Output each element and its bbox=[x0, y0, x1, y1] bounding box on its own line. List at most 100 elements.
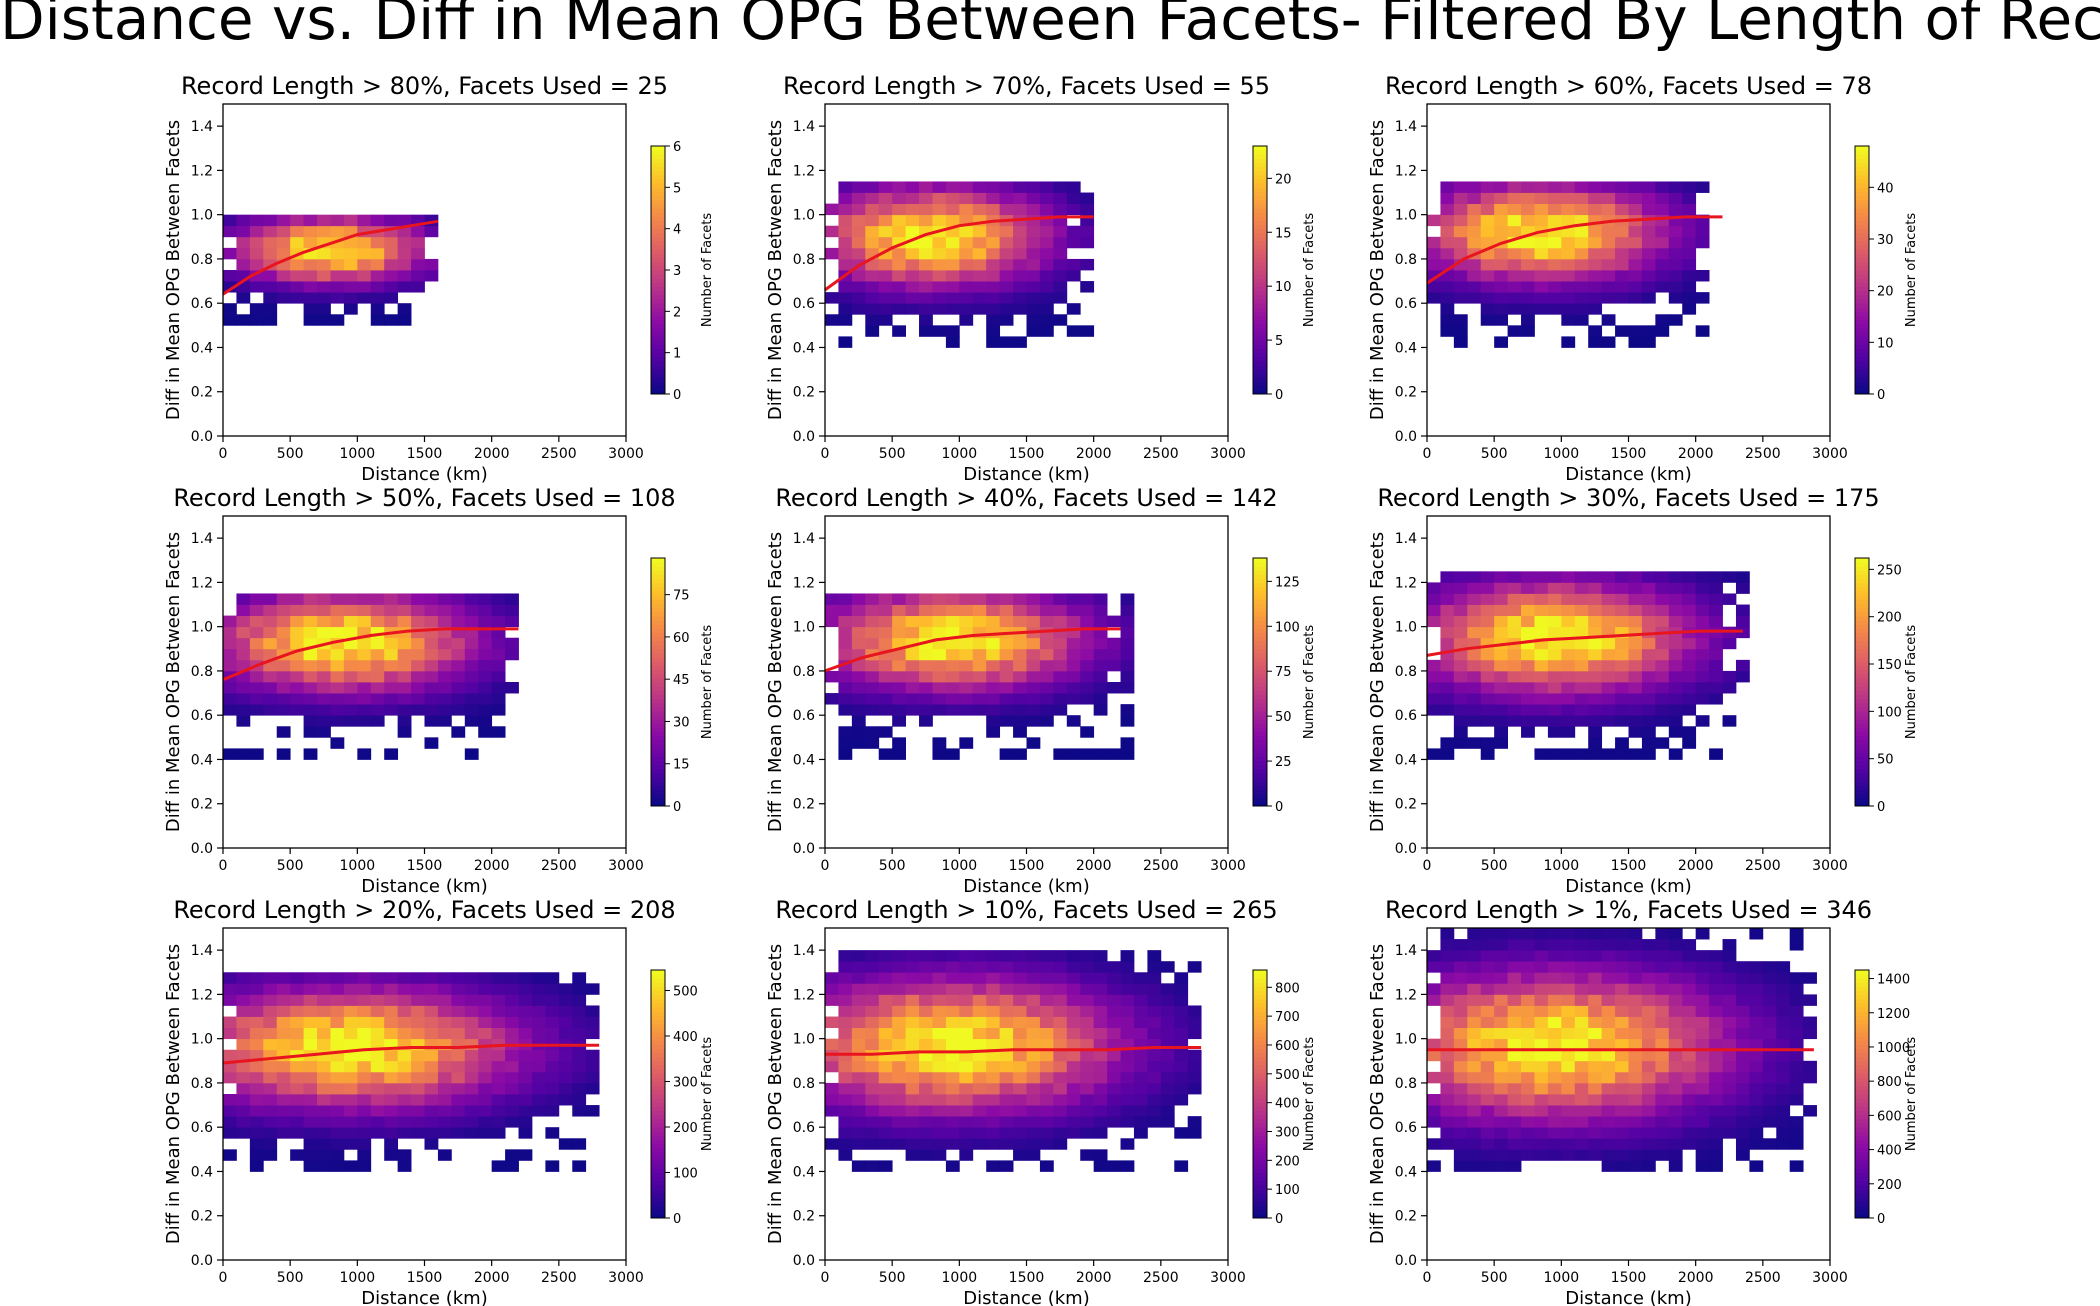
heatmap-cell bbox=[397, 682, 412, 694]
heatmap-cell bbox=[1053, 637, 1068, 650]
heatmap-cell bbox=[1695, 1027, 1710, 1040]
heatmap-cell bbox=[1628, 258, 1643, 271]
heatmap-cell bbox=[437, 693, 452, 705]
heatmap-cell bbox=[1534, 270, 1549, 282]
heatmap-cell bbox=[370, 258, 385, 271]
heatmap-cell bbox=[1601, 1149, 1616, 1161]
heatmap-cell bbox=[249, 214, 264, 227]
colorbar-segment bbox=[1253, 278, 1267, 283]
heatmap-cell bbox=[317, 292, 331, 304]
heatmap-cell bbox=[1534, 203, 1549, 216]
heatmap-cell bbox=[1521, 314, 1535, 326]
heatmap-cell bbox=[1668, 1071, 1683, 1084]
heatmap-cell bbox=[249, 682, 264, 694]
heatmap-cell bbox=[986, 303, 1001, 315]
heatmap-cell bbox=[945, 615, 960, 628]
heatmap-cell bbox=[411, 1116, 425, 1128]
heatmap-cell bbox=[397, 593, 412, 605]
heatmap-cell bbox=[1039, 1027, 1054, 1040]
heatmap-cell bbox=[1615, 1160, 1629, 1172]
heatmap-cell bbox=[838, 258, 853, 271]
colorbar-label: Number of Facets bbox=[1904, 1037, 1919, 1152]
heatmap-cell bbox=[1615, 1149, 1629, 1161]
heatmap-cell bbox=[1709, 1160, 1723, 1172]
heatmap-cell bbox=[303, 1094, 318, 1106]
heatmap-cell bbox=[1641, 181, 1656, 193]
heatmap-cell bbox=[370, 1127, 385, 1139]
colorbar-segment bbox=[651, 702, 665, 708]
heatmap-cell bbox=[223, 1027, 237, 1040]
heatmap-cell bbox=[1628, 1060, 1643, 1073]
heatmap-cell bbox=[1440, 325, 1455, 337]
heatmap-cell bbox=[397, 1038, 412, 1051]
heatmap-cell bbox=[865, 325, 880, 337]
heatmap-cell bbox=[1427, 292, 1441, 304]
colorbar-segment bbox=[651, 307, 665, 312]
heatmap-cell bbox=[1695, 214, 1710, 227]
heatmap-cell bbox=[1039, 314, 1054, 326]
heatmap-cell bbox=[464, 1049, 479, 1062]
heatmap-cell bbox=[1467, 236, 1482, 249]
colorbar-segment bbox=[651, 801, 665, 807]
heatmap-cell bbox=[317, 270, 331, 282]
heatmap-cell bbox=[290, 659, 304, 672]
heatmap-cell bbox=[1615, 748, 1629, 760]
heatmap-cell bbox=[290, 983, 304, 995]
heatmap-cell bbox=[1641, 1149, 1656, 1161]
heatmap-cell bbox=[986, 1116, 1001, 1128]
heatmap-cell bbox=[1601, 1038, 1616, 1051]
colorbar-tick-label: 2 bbox=[673, 305, 681, 320]
colorbar-segment bbox=[1253, 994, 1267, 1000]
colorbar-segment bbox=[651, 154, 665, 159]
heatmap-cell bbox=[1440, 604, 1455, 616]
colorbar-segment bbox=[651, 319, 665, 325]
heatmap-cell bbox=[1547, 1071, 1562, 1084]
heatmap-cell bbox=[986, 314, 1001, 326]
heatmap-cell bbox=[1588, 928, 1603, 940]
heatmap-cell bbox=[972, 1016, 987, 1028]
heatmap-cell bbox=[249, 983, 264, 995]
colorbar-segment bbox=[1855, 570, 1869, 576]
colorbar-segment bbox=[1855, 278, 1869, 283]
heatmap-cell bbox=[1803, 1071, 1817, 1084]
x-tick-label: 3000 bbox=[1812, 446, 1848, 462]
heatmap-cell bbox=[1133, 1105, 1148, 1117]
heatmap-cell bbox=[892, 1116, 906, 1128]
heatmap-cell bbox=[1440, 303, 1455, 315]
heatmap-cell bbox=[1668, 258, 1683, 271]
colorbar-segment bbox=[651, 748, 665, 753]
heatmap-cell bbox=[1066, 615, 1081, 628]
heatmap-cell bbox=[424, 659, 439, 672]
heatmap-cell bbox=[932, 737, 947, 749]
heatmap-cell bbox=[1440, 961, 1455, 973]
heatmap-cell bbox=[1574, 203, 1589, 216]
colorbar-segment bbox=[651, 1172, 665, 1178]
heatmap-cell bbox=[558, 1138, 573, 1150]
heatmap-cell bbox=[384, 214, 399, 227]
heatmap-cell bbox=[1521, 593, 1535, 605]
heatmap-cell bbox=[1507, 325, 1522, 337]
heatmap-cell bbox=[1107, 1082, 1121, 1095]
heatmap-cell bbox=[397, 1116, 412, 1128]
heatmap-cell bbox=[223, 214, 237, 227]
heatmap-cell bbox=[491, 693, 506, 705]
colorbar-segment bbox=[651, 220, 665, 226]
heatmap-cell bbox=[317, 1127, 331, 1139]
heatmap-cell bbox=[330, 626, 345, 639]
heatmap-cell bbox=[878, 1116, 893, 1128]
heatmap-cell bbox=[1534, 292, 1549, 304]
heatmap-cell bbox=[1507, 582, 1522, 594]
heatmap-cell bbox=[1628, 192, 1643, 204]
heatmap-cell bbox=[1107, 994, 1121, 1006]
heatmap-cell bbox=[1467, 1005, 1482, 1017]
heatmap-cell bbox=[1695, 1094, 1710, 1106]
colorbar-segment bbox=[1855, 990, 1869, 996]
heatmap-cell bbox=[1588, 1005, 1603, 1017]
heatmap-cell bbox=[1494, 571, 1508, 583]
heatmap-cell bbox=[959, 1127, 974, 1139]
heatmap-cell bbox=[1440, 983, 1455, 995]
heatmap-cell bbox=[838, 1016, 853, 1028]
heatmap-cell bbox=[959, 1071, 974, 1084]
heatmap-cell bbox=[1467, 983, 1482, 995]
colorbar-label: Number of Facets bbox=[1904, 213, 1919, 328]
